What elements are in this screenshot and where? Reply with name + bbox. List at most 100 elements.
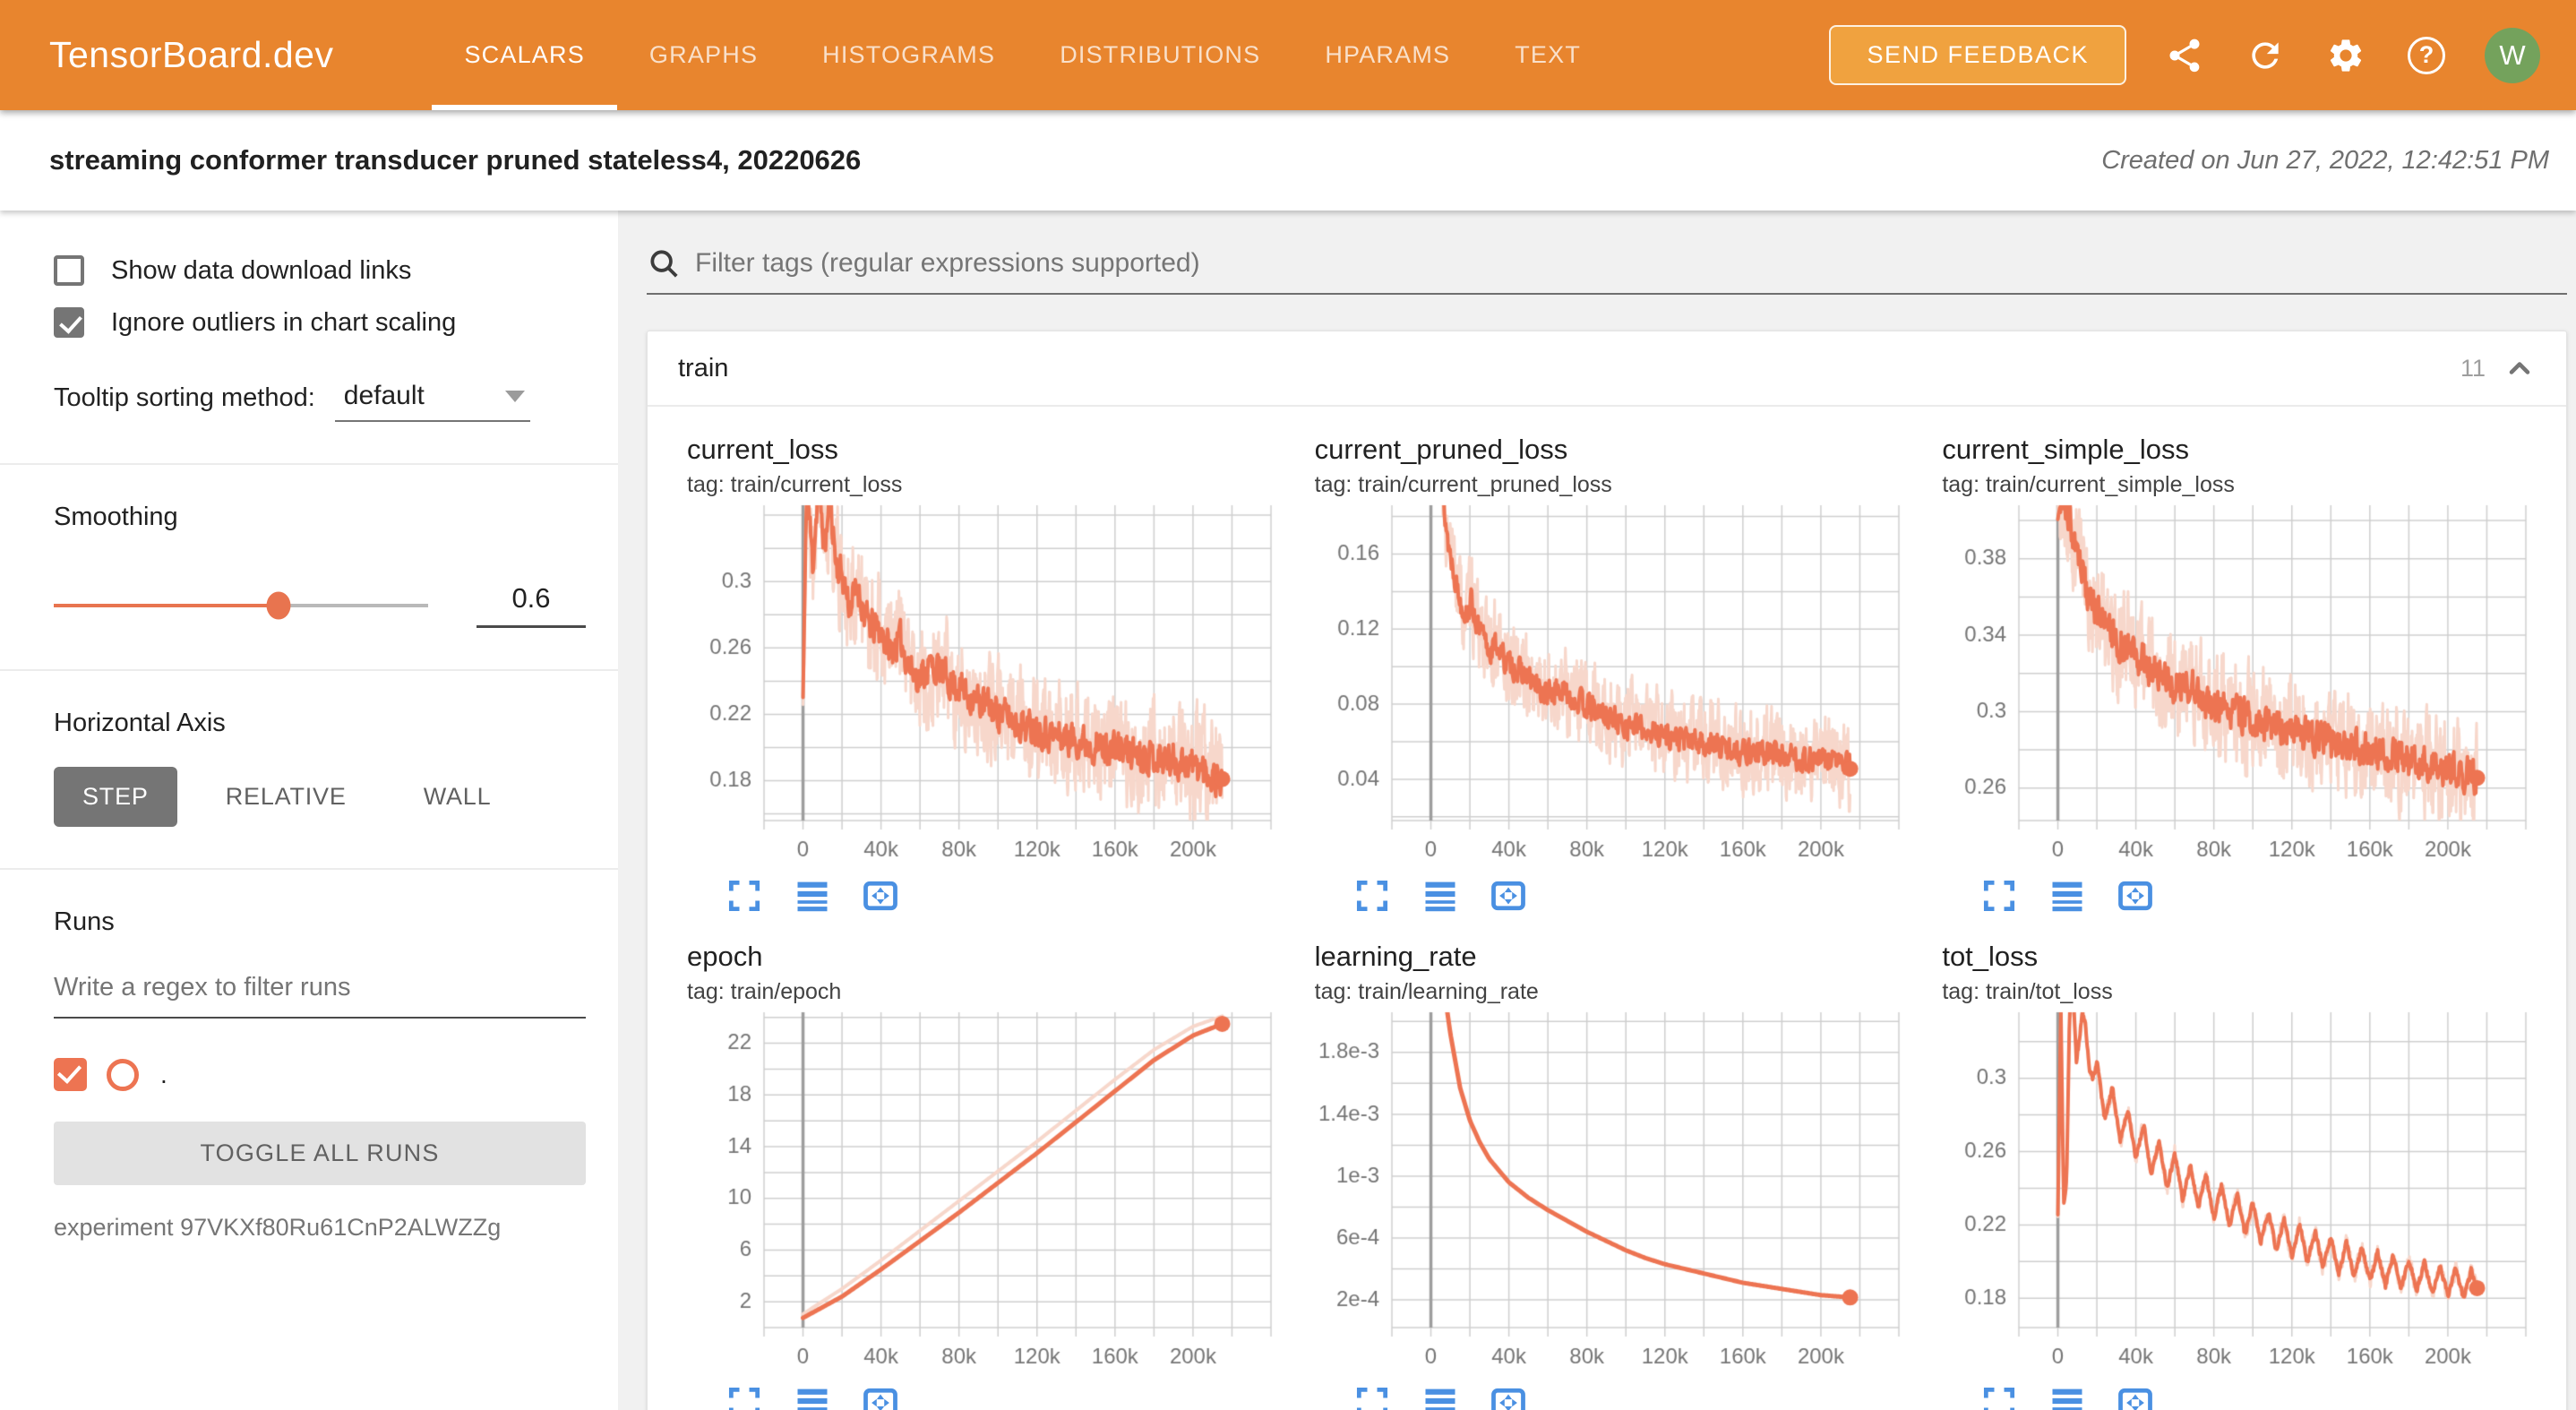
settings-icon[interactable] [2323,33,2368,78]
expand-icon[interactable] [1352,876,1392,916]
show-download-links-checkbox[interactable] [54,255,84,286]
tooltip-sorting-select[interactable]: default [334,381,530,422]
app-logo[interactable]: TensorBoard.dev [49,34,334,75]
refresh-icon[interactable] [2243,33,2288,78]
log-scale-icon[interactable] [2048,1383,2087,1410]
chart-toolbar [725,1383,1297,1410]
log-scale-icon[interactable] [2048,876,2087,916]
chart-plot-current_simple_loss[interactable] [1942,500,2534,869]
divider [0,669,618,671]
fit-domain-icon[interactable] [1489,1383,1528,1410]
chart-tag: tag: train/tot_loss [1942,979,2113,1004]
scalar-chart-card: epoch tag: train/epoch [669,941,1297,1410]
tab-text[interactable]: TEXT [1515,41,1582,68]
tab-graphs[interactable]: GRAPHS [648,41,759,68]
chart-plot-tot_loss[interactable] [1942,1007,2534,1376]
section-chart-count: 11 [2460,354,2486,382]
fit-domain-icon[interactable] [861,876,900,916]
experiment-title: streaming conformer transducer pruned st… [49,144,862,176]
expand-icon[interactable] [1979,1383,2019,1410]
expand-icon[interactable] [725,876,764,916]
tag-filter-input[interactable] [695,248,2567,279]
tab-scalars[interactable]: SCALARS [432,0,618,110]
smoothing-value[interactable]: 0.6 [477,582,586,628]
scalar-chart-card: current_simple_loss tag: train/current_si… [1924,434,2552,916]
axis-relative-button[interactable]: RELATIVE [225,783,347,810]
fit-domain-icon[interactable] [861,1383,900,1410]
ignore-outliers-label: Ignore outliers in chart scaling [111,307,457,337]
collapse-icon[interactable] [2503,352,2536,384]
smoothing-slider-knob[interactable] [266,591,291,619]
section-title: train [678,353,729,383]
tab-hparams[interactable]: HPARAMS [1325,41,1451,68]
axis-step-button[interactable]: STEP [54,767,177,827]
experiment-id-note: experiment 97VKXf80Ru61CnP2ALWZZg [54,1214,502,1241]
toggle-all-runs-button[interactable]: TOGGLE ALL RUNS [54,1122,586,1185]
scalar-chart-card: tot_loss tag: train/tot_loss [1924,941,2552,1410]
chart-title: current_loss [687,434,838,465]
chart-tag: tag: train/current_simple_loss [1942,472,2235,497]
tab-distributions[interactable]: DISTRIBUTIONS [1060,41,1261,68]
run-color-swatch[interactable] [107,1058,139,1091]
runs-filter-input[interactable] [54,973,586,1019]
tooltip-sorting-row: Tooltip sorting method: default [54,381,586,422]
scalar-chart-card: current_pruned_loss tag: train/current_pr… [1297,434,1925,916]
expand-icon[interactable] [725,1383,764,1410]
charts-grid: current_loss tag: train/current_loss curre… [648,407,2566,1410]
chart-tag: tag: train/current_pruned_loss [1314,472,1612,497]
dashboard-main: train 11 current_loss tag: train/current_… [618,211,2576,1410]
scalar-chart-card: learning_rate tag: train/learning_rate [1297,941,1925,1410]
settings-sidebar: Show data download links Ignore outliers… [0,211,618,1410]
run-checkbox[interactable] [54,1058,87,1091]
search-icon [647,246,681,280]
chart-tag: tag: train/epoch [687,979,842,1004]
main-tabs: SCALARS GRAPHS HISTOGRAMS DISTRIBUTIONS … [432,0,1613,110]
send-feedback-button[interactable]: SEND FEEDBACK [1829,25,2126,85]
chart-plot-learning_rate[interactable] [1314,1007,1906,1376]
expand-icon[interactable] [1979,876,2019,916]
run-row: . [54,1058,586,1091]
show-download-links-row[interactable]: Show data download links [54,255,586,286]
experiment-bar: streaming conformer transducer pruned st… [0,110,2576,211]
tooltip-sorting-value: default [343,381,425,410]
dropdown-arrow-icon [504,390,525,402]
smoothing-slider-row: 0.6 [54,582,586,628]
chart-toolbar [1352,1383,1925,1410]
chart-toolbar [725,876,1297,916]
chart-title: learning_rate [1314,941,1477,972]
scalar-chart-card: current_loss tag: train/current_loss [669,434,1297,916]
log-scale-icon[interactable] [793,876,832,916]
run-name: . [160,1060,167,1088]
fit-domain-icon[interactable] [1489,876,1528,916]
tab-histograms[interactable]: HISTOGRAMS [822,41,996,68]
log-scale-icon[interactable] [1421,1383,1460,1410]
smoothing-slider[interactable] [54,591,428,619]
fit-domain-icon[interactable] [2116,1383,2155,1410]
axis-wall-button[interactable]: WALL [423,783,492,810]
smoothing-slider-fill [54,603,279,607]
fit-domain-icon[interactable] [2116,876,2155,916]
share-icon[interactable] [2162,33,2207,78]
tag-filter-row [647,246,2567,295]
ignore-outliers-checkbox[interactable] [54,307,84,338]
log-scale-icon[interactable] [1421,876,1460,916]
chart-plot-current_loss[interactable] [687,500,1278,869]
train-section-header[interactable]: train 11 [648,331,2566,407]
chart-plot-current_pruned_loss[interactable] [1314,500,1906,869]
top-app-bar: TensorBoard.dev SCALARS GRAPHS HISTOGRAM… [0,0,2576,110]
log-scale-icon[interactable] [793,1383,832,1410]
expand-icon[interactable] [1352,1383,1392,1410]
chart-tag: tag: train/current_loss [687,472,903,497]
horizontal-axis-label: Horizontal Axis [54,709,226,737]
horizontal-axis-buttons: STEP RELATIVE WALL [54,767,586,827]
tooltip-sorting-label: Tooltip sorting method: [54,383,315,412]
ignore-outliers-row[interactable]: Ignore outliers in chart scaling [54,307,586,338]
avatar[interactable]: W [2485,27,2540,83]
chart-toolbar [1979,876,2552,916]
chart-title: current_simple_loss [1942,434,2189,465]
chart-plot-epoch[interactable] [687,1007,1278,1376]
help-icon[interactable]: ? [2404,33,2449,78]
topbar-actions: SEND FEEDBACK ? W [1829,0,2540,110]
runs-label: Runs [54,907,115,936]
show-download-links-label: Show data download links [111,255,412,285]
